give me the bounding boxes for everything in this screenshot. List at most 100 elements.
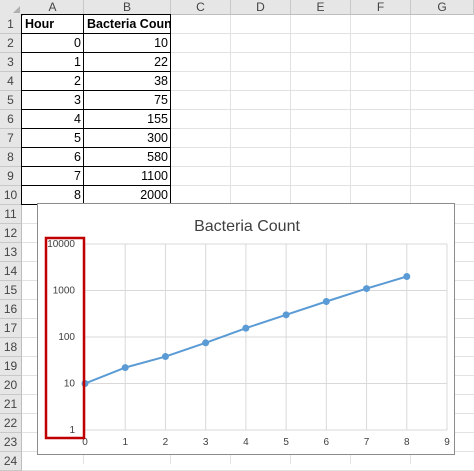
data-point [242, 324, 250, 332]
select-all-corner[interactable] [0, 0, 23, 16]
x-tick-label: 3 [203, 437, 209, 448]
row-header-21[interactable]: 21 [0, 395, 22, 414]
table-border [21, 33, 171, 34]
row-header-14[interactable]: 14 [0, 262, 22, 281]
table-border [21, 166, 171, 167]
y-tick-label: 100 [58, 332, 75, 343]
row-header-13[interactable]: 13 [0, 243, 22, 262]
table-border [21, 128, 171, 129]
column-header-d[interactable]: D [231, 0, 291, 15]
data-point [363, 285, 371, 293]
gridline-horizontal [22, 147, 474, 148]
row-header-15[interactable]: 15 [0, 281, 22, 300]
gridline-horizontal [22, 185, 474, 186]
row-header-2[interactable]: 2 [0, 34, 22, 53]
column-header-b[interactable]: B [84, 0, 171, 15]
x-tick-label: 4 [243, 437, 249, 448]
cell-hour[interactable]: 7 [74, 169, 81, 183]
y-tick-label: 1000 [53, 286, 76, 297]
y-tick-label: 1 [69, 425, 75, 436]
column-header-g[interactable]: G [411, 0, 474, 15]
column-header-f[interactable]: F [351, 0, 411, 15]
table-border [21, 14, 171, 15]
gridline-horizontal [22, 128, 474, 129]
x-tick-label: 1 [122, 437, 128, 448]
column-header-c[interactable]: C [171, 0, 231, 15]
row-header-23[interactable]: 23 [0, 433, 22, 452]
cell-hour[interactable]: 4 [74, 112, 81, 126]
row-header-24[interactable]: 24 [0, 452, 22, 471]
chart-area[interactable]: Bacteria Count 0 1 2 3 4 5 6 7 8 9 1 10 100 1000 10000 [37, 203, 455, 455]
cell-hour[interactable]: 3 [74, 93, 81, 107]
gridline-horizontal [22, 71, 474, 72]
column-header-e[interactable]: E [291, 0, 351, 15]
row-header-17[interactable]: 17 [0, 319, 22, 338]
table-border [21, 90, 171, 91]
cell-bacteria-count[interactable]: 75 [154, 93, 168, 107]
data-point [161, 353, 169, 361]
gridline-horizontal [22, 90, 474, 91]
gridline-horizontal [22, 109, 474, 110]
cell-hour[interactable]: 8 [74, 188, 81, 202]
row-header-10[interactable]: 10 [0, 186, 22, 205]
cell-bacteria-count[interactable]: 2000 [140, 188, 168, 202]
x-tick-label: 7 [364, 437, 370, 448]
row-header-11[interactable]: 11 [0, 205, 22, 224]
row-header-1[interactable]: 1 [0, 15, 22, 34]
cell-hour[interactable]: 1 [74, 55, 81, 69]
table-border [21, 52, 171, 53]
gridline-horizontal [22, 33, 474, 34]
table-border [21, 185, 171, 186]
row-header-3[interactable]: 3 [0, 53, 22, 72]
data-point [322, 298, 330, 306]
x-tick-label: 9 [444, 437, 450, 448]
table-border [21, 15, 22, 205]
row-header-16[interactable]: 16 [0, 300, 22, 319]
row-header-7[interactable]: 7 [0, 129, 22, 148]
gridline-horizontal [22, 166, 474, 167]
x-tick-label: 6 [324, 437, 330, 448]
cell-hour[interactable]: 5 [74, 131, 81, 145]
row-header-6[interactable]: 6 [0, 110, 22, 129]
cell-bacteria-count[interactable]: 155 [147, 112, 168, 126]
row-header-20[interactable]: 20 [0, 376, 22, 395]
row-header-22[interactable]: 22 [0, 414, 22, 433]
cell-hour[interactable]: 2 [74, 74, 81, 88]
cell-header-hour[interactable]: Hour [25, 17, 55, 31]
data-point [403, 273, 411, 281]
row-header-4[interactable]: 4 [0, 72, 22, 91]
gridline-horizontal [22, 52, 474, 53]
table-border [170, 15, 171, 205]
cell-bacteria-count[interactable]: 22 [154, 55, 168, 69]
cell-bacteria-count[interactable]: 10 [154, 36, 168, 50]
cell-hour[interactable]: 0 [74, 36, 81, 50]
x-tick-label: 2 [163, 437, 169, 448]
table-border [83, 15, 84, 205]
table-border [21, 109, 171, 110]
x-tick-label: 5 [283, 437, 289, 448]
cell-bacteria-count[interactable]: 300 [147, 131, 168, 145]
table-border [21, 147, 171, 148]
row-header-12[interactable]: 12 [0, 224, 22, 243]
data-point [202, 339, 210, 347]
cell-hour[interactable]: 6 [74, 150, 81, 164]
y-tick-label: 10000 [47, 239, 75, 250]
cell-bacteria-count[interactable]: 38 [154, 74, 168, 88]
cell-bacteria-count[interactable]: 580 [147, 150, 168, 164]
row-header-18[interactable]: 18 [0, 338, 22, 357]
x-tick-label: 0 [82, 437, 88, 448]
y-tick-label: 10 [64, 379, 76, 390]
row-header-8[interactable]: 8 [0, 148, 22, 167]
cell-bacteria-count[interactable]: 1100 [141, 169, 168, 183]
row-header-9[interactable]: 9 [0, 167, 22, 186]
row-header-5[interactable]: 5 [0, 91, 22, 110]
highlight-box [44, 236, 86, 440]
table-border [21, 71, 171, 72]
cell-header-bacteria-count[interactable]: Bacteria Count [87, 17, 171, 31]
data-point [121, 364, 129, 372]
column-header-a[interactable]: A [22, 0, 84, 15]
x-tick-label: 8 [404, 437, 410, 448]
row-header-19[interactable]: 19 [0, 357, 22, 376]
